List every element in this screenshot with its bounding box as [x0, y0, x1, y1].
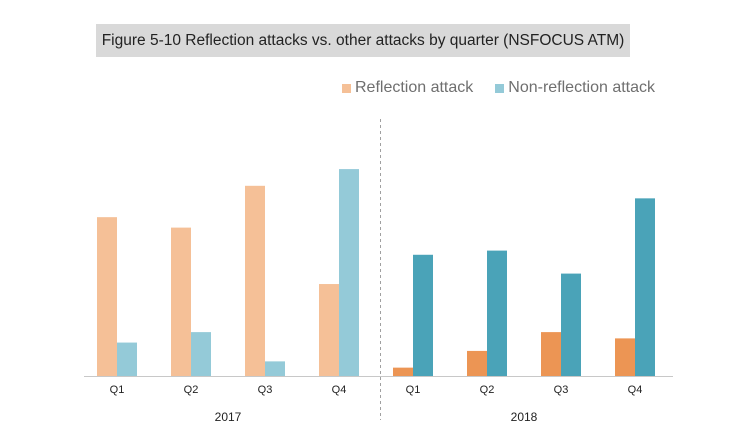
chart-legend: Reflection attack Non-reflection attack — [341, 77, 655, 99]
bar-2018-q3-non-reflection — [561, 273, 581, 376]
bar-2017-q3-reflection — [245, 185, 265, 376]
x-tick-label-2018-q4: Q4 — [628, 384, 643, 396]
bar-2017-q3-non-reflection — [265, 361, 285, 376]
x-tick-label-2018-q3: Q3 — [554, 384, 569, 396]
bar-2018-q4-reflection — [615, 338, 635, 376]
bar-2017-q2-reflection — [171, 227, 191, 376]
x-tick-label-2018-q1: Q1 — [406, 384, 421, 396]
legend-label-reflection: Reflection attack — [354, 79, 474, 96]
year-label-2017: 2017 — [215, 410, 242, 424]
figure-caption: Figure 5-10 Reflection attacks vs. other… — [96, 24, 630, 57]
bar-2017-q1-non-reflection — [117, 342, 137, 376]
legend-item-reflection: Reflection attack — [341, 79, 474, 97]
bar-2017-q4-non-reflection — [339, 169, 359, 376]
year-label-2018: 2018 — [511, 410, 538, 424]
bar-2018-q2-non-reflection — [487, 250, 507, 376]
legend-item-non-reflection: Non-reflection attack — [495, 79, 655, 97]
bar-2018-q4-non-reflection — [635, 198, 655, 376]
x-tick-label-2018-q2: Q2 — [480, 384, 495, 396]
legend-swatch-reflection — [341, 83, 351, 93]
x-tick-label-2017-q2: Q2 — [184, 384, 199, 396]
x-tick-label-2017-q3: Q3 — [258, 384, 273, 396]
bar-2018-q2-reflection — [467, 350, 487, 376]
legend-swatch-non-reflection — [495, 83, 505, 93]
bar-2018-q1-non-reflection — [413, 254, 433, 376]
legend-label-non-reflection: Non-reflection attack — [508, 79, 655, 96]
bar-2018-q3-reflection — [541, 332, 561, 376]
x-tick-label-2017-q1: Q1 — [110, 384, 125, 396]
bar-2017-q2-non-reflection — [191, 332, 211, 376]
bar-2017-q4-reflection — [319, 284, 339, 376]
x-tick-label-2017-q4: Q4 — [332, 384, 347, 396]
bar-2017-q1-reflection — [97, 217, 117, 376]
bar-2018-q1-reflection — [393, 367, 413, 376]
